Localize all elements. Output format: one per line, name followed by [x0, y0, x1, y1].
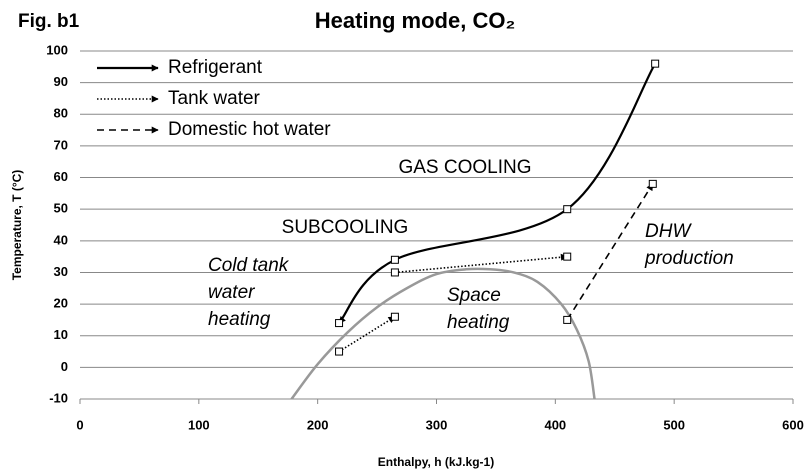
point-marker	[648, 179, 657, 188]
x-tick-label: 0	[76, 417, 83, 432]
y-tick-label: 30	[54, 264, 68, 279]
x-tick-label: 600	[782, 417, 804, 432]
y-tick-label: 50	[54, 201, 68, 216]
annotation: production	[644, 248, 734, 269]
series-line	[394, 253, 568, 274]
series-line	[338, 316, 396, 353]
x-axis-label: Enthalpy, h (kJ.kg-1)	[378, 455, 494, 469]
x-tick-label: 500	[663, 417, 685, 432]
x-tick-label: 300	[426, 417, 448, 432]
point-marker	[563, 205, 572, 214]
series-line	[566, 183, 654, 321]
annotation: heating	[447, 312, 510, 333]
annotation: water	[208, 282, 255, 303]
point-marker	[390, 255, 399, 264]
y-tick-label: 90	[54, 74, 68, 89]
fig-label: Fig. b1	[18, 11, 80, 32]
x-tick-label: 400	[544, 417, 566, 432]
series-line	[338, 63, 657, 324]
annotation: SUBCOOLING	[282, 217, 409, 238]
point-marker	[390, 268, 399, 277]
annotation: GAS COOLING	[398, 157, 531, 178]
y-tick-label: 20	[54, 296, 68, 311]
y-tick-label: 100	[46, 42, 68, 57]
annotation: Space	[447, 285, 501, 306]
annotation: heating	[208, 309, 271, 330]
legend-label: Refrigerant	[168, 57, 263, 78]
point-marker	[563, 252, 572, 261]
x-tick-label: 100	[188, 417, 210, 432]
y-axis-label: Temperature, T (°C)	[10, 170, 24, 281]
point-marker	[651, 59, 660, 68]
y-tick-label: 40	[54, 232, 68, 247]
legend-label: Domestic hot water	[168, 119, 331, 140]
annotation: Cold tank	[208, 255, 290, 276]
y-tick-label: 80	[54, 106, 68, 121]
y-tick-label: 70	[54, 137, 68, 152]
y-tick-label: 0	[61, 359, 68, 374]
annotation: DHW	[645, 221, 692, 242]
y-tick-label: -10	[49, 390, 68, 405]
point-marker	[335, 319, 344, 328]
chart-title: Heating mode, CO₂	[315, 8, 515, 33]
y-tick-label: 60	[54, 169, 68, 184]
y-tick-label: 10	[54, 327, 68, 342]
legend-label: Tank water	[168, 88, 261, 109]
saturation-dome	[290, 267, 596, 400]
point-marker	[390, 312, 399, 321]
point-marker	[335, 347, 344, 356]
point-marker	[563, 315, 572, 324]
x-tick-label: 200	[307, 417, 329, 432]
